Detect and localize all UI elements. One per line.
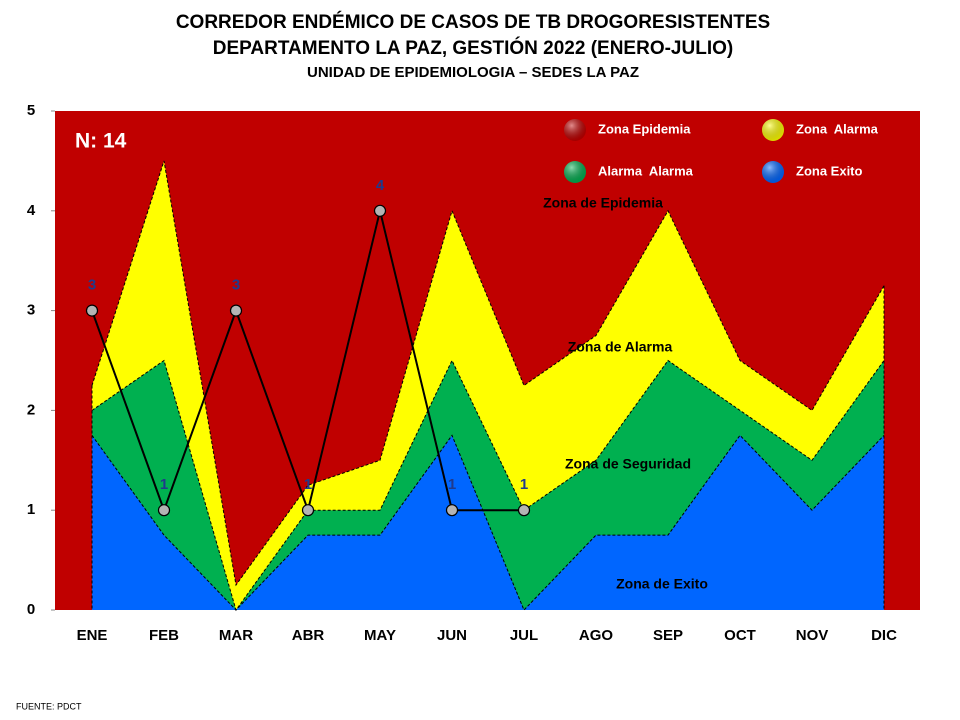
- x-tick-label: ABR: [292, 627, 325, 644]
- cases-marker: [445, 504, 459, 517]
- legend-shine: [564, 161, 586, 183]
- zone-boundary: [91, 434, 885, 611]
- subtitle: UNIDAD DE EPIDEMIOLOGIA – SEDES LA PAZ: [307, 64, 639, 81]
- x-tick-label: JUN: [437, 627, 467, 644]
- data-label: 1: [304, 476, 312, 493]
- x-tick-label: AGO: [579, 627, 614, 644]
- legend-label: Zona Exito: [796, 163, 863, 178]
- zone-label: Zona de Alarma: [568, 339, 673, 355]
- cases-marker: [85, 304, 99, 317]
- source: FUENTE: PDCT: [16, 701, 82, 711]
- y-tick-label: 0: [27, 601, 35, 618]
- zone-label: Zona de Epidemia: [543, 195, 663, 211]
- annotation: N: 14: [75, 130, 127, 153]
- x-tick-label: ENE: [77, 627, 108, 644]
- cases-marker: [373, 204, 387, 217]
- cases-marker: [157, 504, 171, 517]
- data-label: 3: [88, 277, 96, 294]
- legend-label: Zona Alarma: [796, 121, 879, 136]
- data-label: 3: [232, 277, 240, 294]
- x-tick-label: DIC: [871, 627, 897, 644]
- legend-shine: [762, 161, 784, 183]
- legend-shine: [762, 119, 784, 141]
- x-tick-label: MAR: [219, 627, 253, 644]
- x-tick-label: SEP: [653, 627, 683, 644]
- legend-label: Zona Epidemia: [598, 121, 691, 136]
- legend-label: Alarma Alarma: [598, 163, 694, 178]
- cases-marker: [517, 504, 531, 517]
- x-tick-label: MAY: [364, 627, 396, 644]
- title-line: CORREDOR ENDÉMICO DE CASOS DE TB DROGORE…: [176, 11, 770, 33]
- zone-boundary: [91, 359, 885, 612]
- data-label: 1: [520, 476, 528, 493]
- legend-shine: [564, 119, 586, 141]
- zone-label: Zona de Seguridad: [565, 456, 691, 472]
- x-tick-label: OCT: [724, 627, 756, 644]
- zone-boundary: [91, 160, 885, 587]
- y-tick-label: 3: [27, 302, 35, 319]
- zone-label: Zona de Exito: [616, 576, 708, 592]
- cases-marker: [301, 504, 315, 517]
- data-label: 1: [448, 476, 456, 493]
- title-line: DEPARTAMENTO LA PAZ, GESTIÓN 2022 (ENERO…: [213, 37, 733, 59]
- y-tick-label: 1: [27, 501, 35, 518]
- zone-area: [92, 435, 884, 610]
- data-label: 1: [160, 476, 168, 493]
- x-tick-label: JUL: [510, 627, 538, 644]
- y-tick-label: 2: [27, 401, 35, 418]
- x-tick-label: FEB: [149, 627, 179, 644]
- cases-marker: [229, 304, 243, 317]
- data-label: 4: [376, 177, 385, 194]
- x-tick-label: NOV: [796, 627, 829, 644]
- y-tick-label: 5: [27, 102, 35, 119]
- y-tick-label: 4: [27, 202, 36, 219]
